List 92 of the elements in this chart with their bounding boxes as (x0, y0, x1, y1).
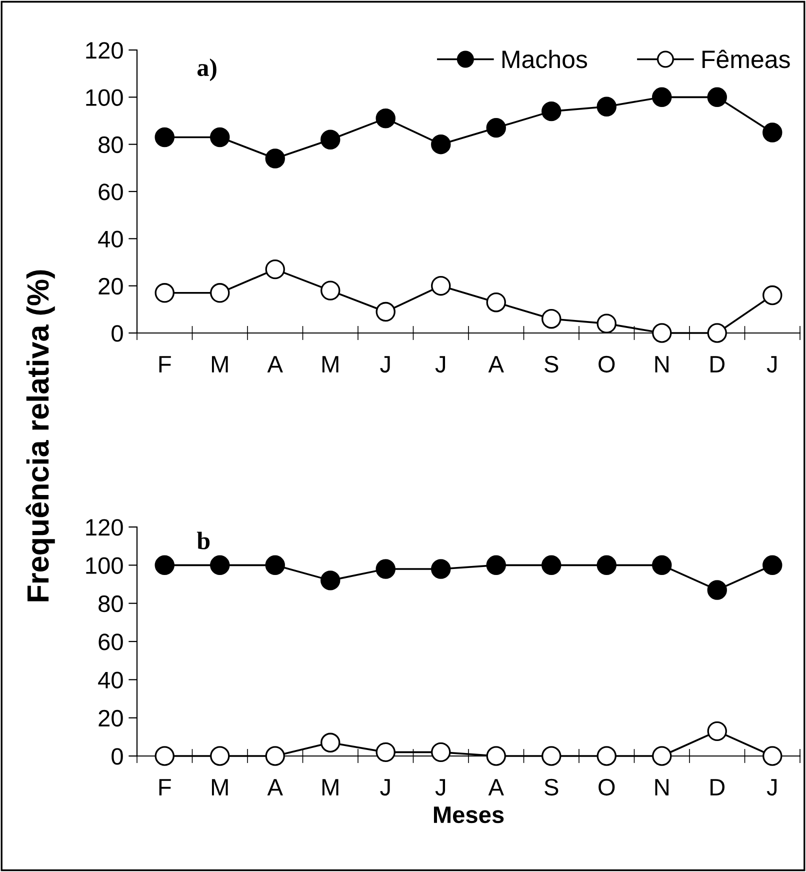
point (652, 555, 672, 576)
x-tick-label: A (488, 356, 504, 372)
x-tick-label: J (380, 356, 390, 373)
y-tick-label: 120 (86, 519, 123, 536)
y-tick-label: 0 (112, 325, 123, 342)
point (376, 559, 396, 579)
point (707, 323, 727, 343)
point (596, 96, 616, 116)
annotation: a) (197, 58, 216, 82)
point (320, 570, 340, 590)
x-tick-label: J (766, 356, 777, 373)
point (265, 259, 285, 280)
point (154, 746, 174, 766)
point (265, 746, 285, 766)
x-axis-title: Meses (434, 806, 504, 824)
x-tick-label: F (159, 356, 171, 372)
point (486, 555, 506, 576)
x-tick-label: J (435, 356, 446, 373)
y-tick-label: 0 (112, 748, 123, 765)
point (154, 127, 174, 148)
point (707, 87, 727, 108)
y-tick-label: 60 (98, 634, 123, 650)
point (320, 130, 340, 150)
y-tick-label: 20 (98, 278, 123, 295)
point (320, 732, 340, 753)
legend-label: Fêmeas (702, 50, 790, 68)
point (762, 122, 782, 142)
point (652, 323, 672, 343)
point (596, 314, 616, 334)
point (210, 127, 230, 148)
point (486, 118, 506, 138)
x-tick-label: A (267, 356, 283, 372)
y-tick-label: 40 (98, 230, 123, 248)
point (542, 308, 562, 329)
point (707, 580, 727, 600)
y-tick-label: 60 (98, 184, 123, 200)
y-tick-label: 80 (98, 136, 123, 154)
x-tick-label: A (488, 779, 504, 796)
y-axis-title: Frequência relativa (%) (26, 270, 55, 602)
x-tick-label: O (598, 778, 615, 796)
x-tick-label: M (212, 356, 228, 372)
y-tick-label: 40 (98, 672, 123, 688)
y-tick-label: 100 (86, 89, 123, 106)
point (652, 746, 672, 766)
x-tick-label: O (598, 356, 615, 373)
point (210, 555, 230, 576)
x-tick-label: F (159, 779, 171, 796)
y-tick-label: 100 (86, 557, 123, 574)
x-tick-label: J (435, 779, 446, 796)
point (596, 746, 616, 766)
point (376, 302, 396, 322)
point (265, 555, 285, 576)
point (431, 134, 451, 154)
point (486, 292, 506, 312)
x-tick-label: S (544, 356, 558, 373)
x-tick-label: N (655, 356, 668, 372)
x-tick-label: J (380, 779, 390, 796)
legend-label: Machos (502, 50, 588, 68)
point (265, 148, 285, 168)
x-tick-label: M (322, 779, 338, 796)
point (154, 555, 174, 576)
x-tick-label: A (267, 779, 283, 796)
point (542, 101, 562, 122)
point (210, 283, 230, 303)
x-tick-label: D (710, 779, 725, 796)
point (431, 276, 451, 296)
x-tick-label: D (710, 356, 725, 372)
point (542, 746, 562, 766)
point (320, 280, 340, 300)
point (542, 555, 562, 576)
point (431, 742, 451, 762)
y-tick-label: 120 (86, 42, 123, 59)
point (762, 746, 782, 766)
point (762, 555, 782, 576)
annotation: b (196, 532, 210, 550)
x-tick-label: M (322, 356, 338, 372)
point (762, 285, 782, 306)
y-tick-label: 80 (98, 595, 123, 612)
x-tick-label: J (766, 779, 777, 796)
x-tick-label: S (544, 778, 558, 796)
point (707, 721, 727, 742)
point (652, 87, 672, 108)
y-tick-label: 20 (98, 710, 123, 727)
x-tick-label: N (655, 779, 668, 796)
point (596, 555, 616, 576)
point (376, 742, 396, 762)
point (431, 559, 451, 579)
point (210, 746, 230, 766)
point (376, 108, 396, 128)
point (486, 746, 506, 766)
x-tick-label: M (212, 779, 228, 796)
point (154, 283, 174, 303)
